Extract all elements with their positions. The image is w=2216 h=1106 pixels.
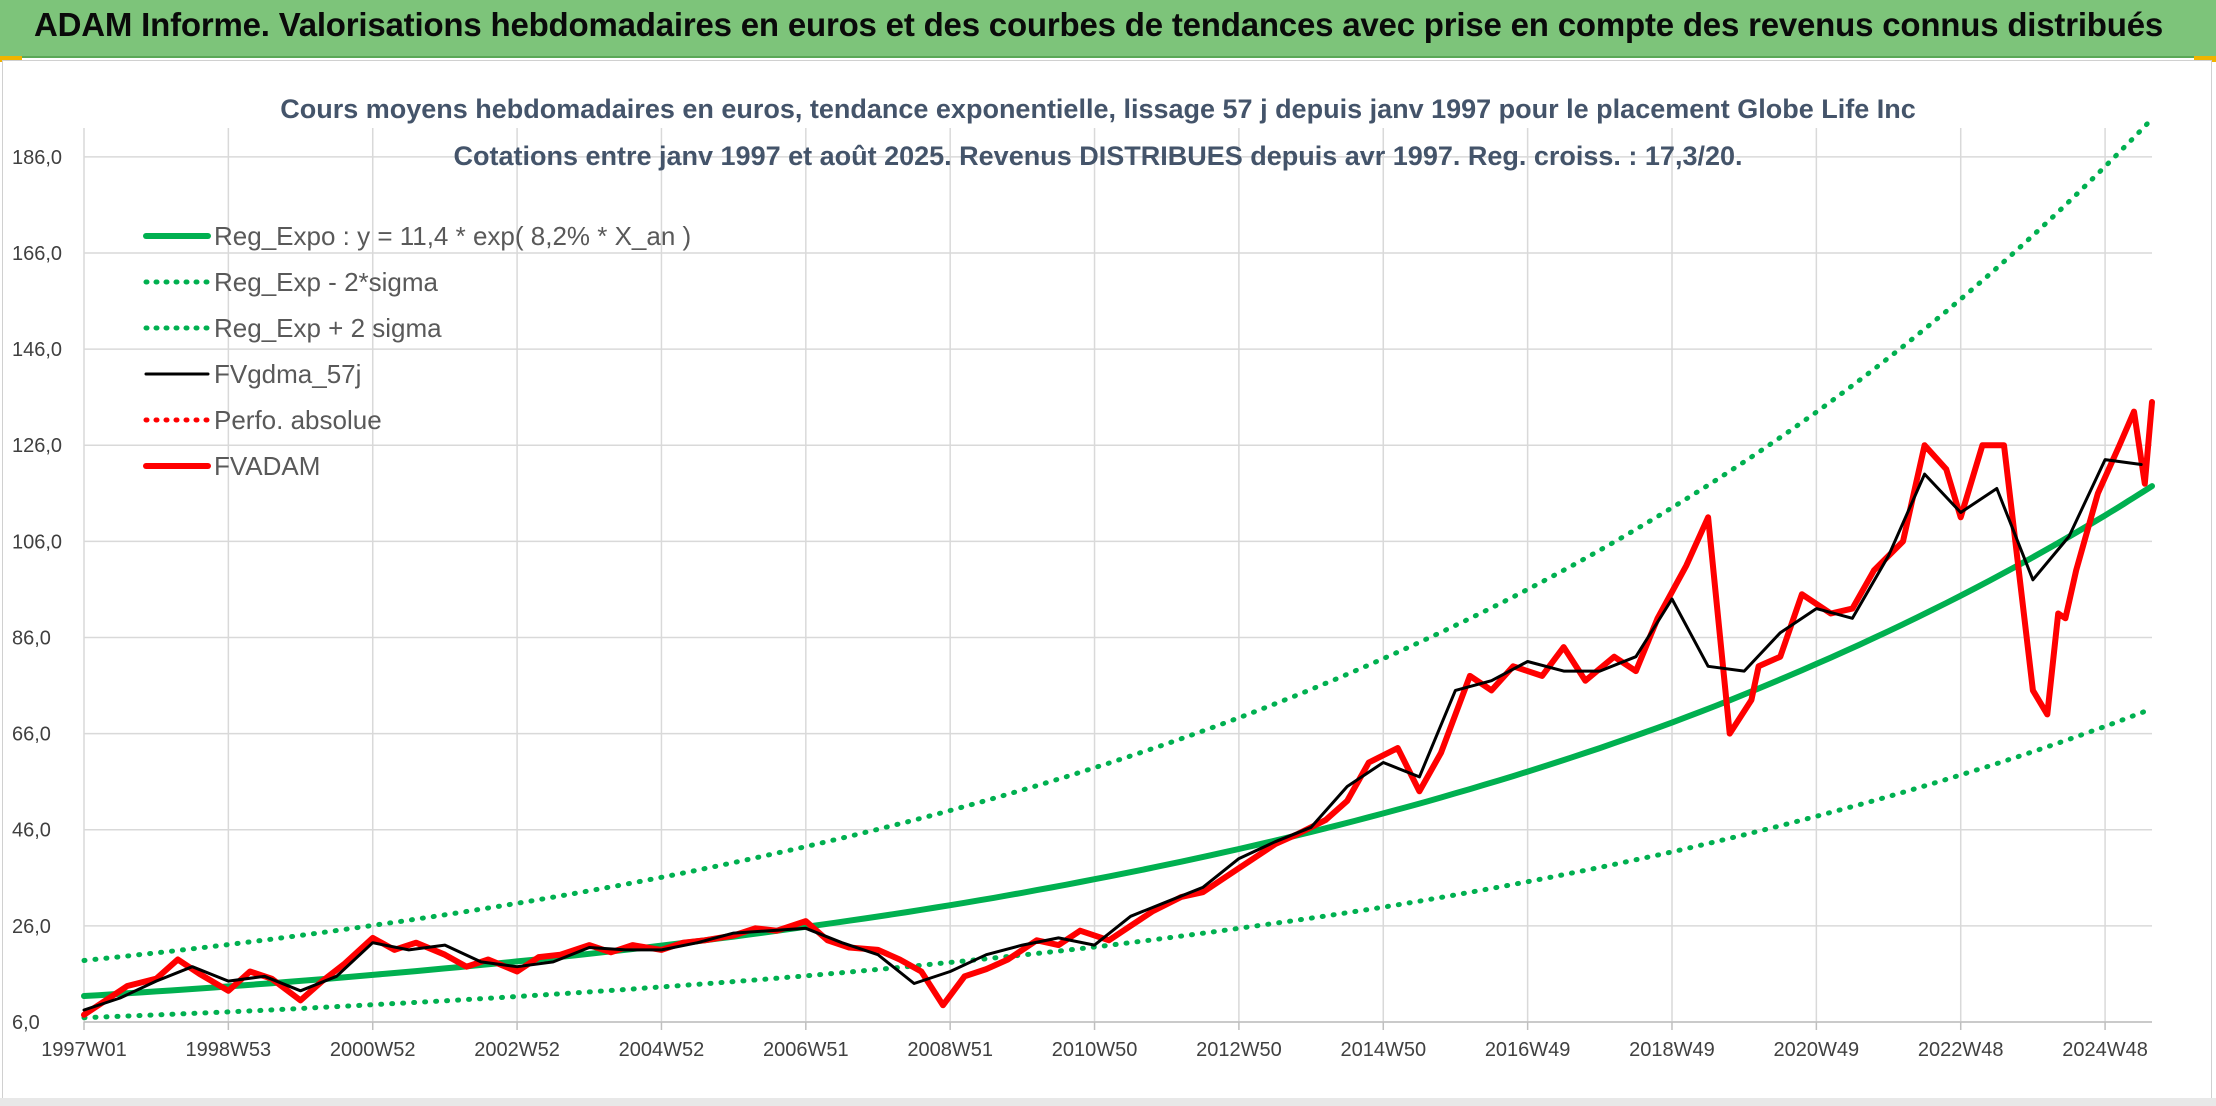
legend-label: Reg_Exp - 2*sigma [214, 267, 439, 297]
axis-layer: 6,0 26,0 46,0 66,0 86,0 106,0 126,0 146,0 166,0 1… [12, 147, 2152, 1061]
x-tick-label: 2018W49 [1629, 1039, 1715, 1061]
left-corner-mark [0, 56, 22, 62]
y-tick-label: 166,0 [12, 243, 62, 265]
x-tick-label: 2008W51 [907, 1039, 993, 1061]
series-line-4 [82, 458, 2143, 1012]
x-tick-label: 2016W49 [1485, 1039, 1571, 1061]
y-tick-label: 106,0 [12, 531, 62, 553]
x-tick-label: 2000W52 [330, 1039, 416, 1061]
y-tick-label: 46,0 [12, 820, 51, 842]
y-tick-label: 6,0 [12, 1012, 40, 1034]
x-tick-label: 2010W50 [1052, 1039, 1138, 1061]
y-tick-label: 86,0 [12, 627, 51, 649]
y-tick-label: 126,0 [12, 435, 62, 457]
legend-label: Reg_Exp + 2 sigma [214, 313, 442, 343]
right-corner-mark [2194, 56, 2216, 62]
x-tick-label: 2002W52 [474, 1039, 560, 1061]
legend-label: FVgdma_57j [214, 359, 361, 389]
x-tick-label: 2006W51 [763, 1039, 849, 1061]
x-tick-label: 2012W50 [1196, 1039, 1282, 1061]
x-tick-label: 2024W48 [2062, 1039, 2148, 1061]
series-layer [81, 116, 2155, 1021]
x-tick-label: 2022W48 [1918, 1039, 2004, 1061]
legend-label: Reg_Expo : y = 11,4 * exp( 8,2% * X_an ) [214, 221, 691, 251]
series-line-0 [81, 706, 2155, 1021]
page-title: ADAM Informe. Valorisations hebdomadaire… [34, 6, 2164, 43]
chart-frame [2, 60, 2212, 1104]
y-tick-label: 146,0 [12, 339, 62, 361]
x-tick-label: 2020W49 [1774, 1039, 1860, 1061]
series-line-2 [81, 483, 2155, 999]
series-line-3 [81, 399, 2155, 1018]
series-line-1 [81, 116, 2155, 963]
bottom-strip [0, 1098, 2216, 1106]
header-bar: ADAM Informe. Valorisations hebdomadaire… [0, 0, 2216, 58]
y-tick-label: 186,0 [12, 147, 62, 169]
x-tick-label: 2014W50 [1340, 1039, 1426, 1061]
x-tick-label: 1998W53 [186, 1039, 272, 1061]
x-tick-label: 1997W01 [41, 1039, 127, 1061]
grid-layer [83, 128, 2152, 1023]
legend: Reg_Expo : y = 11,4 * exp( 8,2% * X_an )… [143, 221, 691, 481]
chart-title: Cours moyens hebdomadaires en euros, ten… [280, 94, 1916, 124]
y-tick-label: 26,0 [12, 916, 51, 938]
chart-subtitle: Cotations entre janv 1997 et août 2025. … [453, 141, 1742, 171]
legend-label: Perfo. absolue [214, 405, 382, 435]
y-tick-label: 66,0 [12, 724, 51, 746]
x-tick-label: 2004W52 [619, 1039, 705, 1061]
legend-label: FVADAM [214, 451, 320, 481]
